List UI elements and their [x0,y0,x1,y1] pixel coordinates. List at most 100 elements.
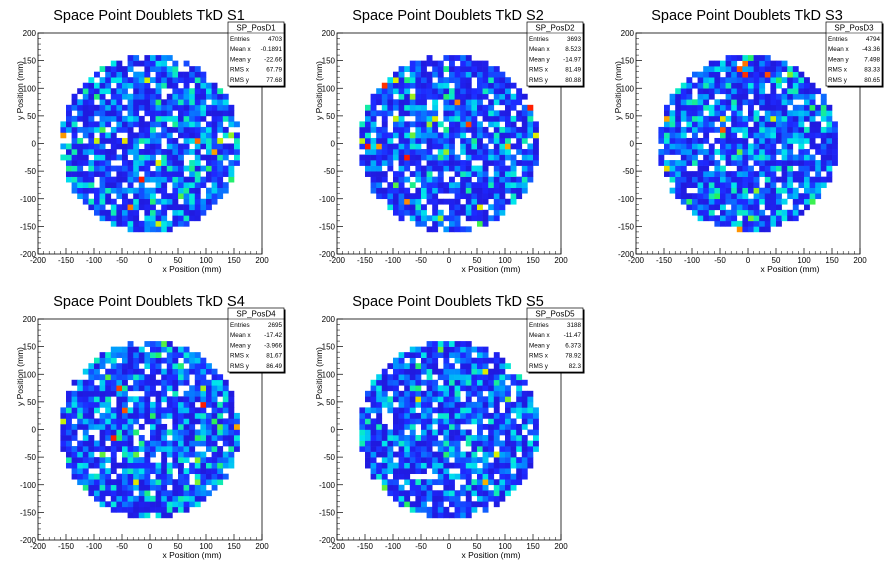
histogram-cell [725,99,732,106]
histogram-cell [144,473,151,480]
histogram-cell [714,104,721,111]
histogram-cell [826,154,833,161]
histogram-cell [770,88,777,95]
histogram-cell [155,429,162,436]
histogram-cell [138,412,145,419]
histogram-cell [832,149,838,155]
histogram-cell [493,160,500,166]
histogram-cell [832,154,838,161]
histogram-cell [105,446,112,452]
histogram-cell [432,143,439,150]
histogram-cell [161,187,168,194]
histogram-cell [99,457,106,463]
histogram-cell [426,143,433,150]
histogram-cell [172,396,179,403]
histogram-cell [708,209,715,216]
histogram-cell [365,165,371,172]
histogram-cell [138,423,145,430]
histogram-cell [493,462,500,469]
histogram-cell [720,204,726,211]
histogram-cell [376,99,383,106]
x-tick-label: 50 [772,256,781,265]
histogram-cell [194,126,201,133]
histogram-cell [150,149,156,155]
histogram-cell [150,385,156,392]
histogram-cell [432,385,439,392]
histogram-cell [409,440,416,447]
histogram-cell [680,176,687,183]
histogram-cell [122,473,128,480]
histogram-cell [66,104,72,111]
histogram-cell [449,137,455,144]
histogram-cell [393,473,399,480]
histogram-cell [426,385,433,392]
histogram-cell [449,396,455,403]
histogram-cell [477,374,483,381]
histogram-cell [510,479,517,486]
histogram-cell [144,484,151,491]
histogram-cell [426,506,433,513]
histogram-cell [133,115,140,122]
histogram-cell [798,198,805,205]
histogram-cell [404,82,411,89]
histogram-cell [211,473,218,480]
histogram-cell [510,193,517,200]
histogram-cell [398,495,405,502]
histogram-cell [404,204,411,211]
histogram-cell [748,115,754,122]
histogram-cell [138,407,145,414]
histogram-cell [393,143,399,150]
histogram-cell [161,396,168,403]
histogram-cell [493,451,500,458]
histogram-cell [482,182,489,189]
histogram-cell [110,357,117,364]
histogram-cell [211,93,218,100]
histogram-cell [122,71,128,78]
histogram-cell [731,77,738,84]
stats-value: 4794 [866,36,881,43]
histogram-cell [222,457,229,463]
histogram-cell [449,165,455,172]
histogram-cell [194,385,201,392]
histogram-cell [138,226,145,233]
histogram-cell [217,110,224,117]
histogram-cell [516,446,523,452]
histogram-cell [122,440,128,447]
histogram-cell [437,490,444,497]
histogram-cell [144,506,151,513]
x-tick-label: -100 [385,256,402,265]
histogram-cell [415,132,422,139]
histogram-cell [150,143,156,150]
histogram-cell [720,154,726,161]
histogram-cell [77,407,84,414]
histogram-cell [94,149,100,155]
histogram-cell [381,132,388,139]
histogram-cell [105,457,112,463]
histogram-cell [211,368,218,375]
histogram-cell [409,93,416,100]
histogram-cell [510,462,517,469]
histogram-cell [178,104,184,111]
histogram-cell [110,484,117,491]
histogram-cell [88,77,95,84]
histogram-cell [815,104,822,111]
histogram-cell [99,132,106,139]
histogram-cell [731,93,738,100]
histogram-cell [110,220,117,227]
histogram-cell [133,357,140,364]
histogram-cell [99,204,106,211]
histogram-cell [703,149,710,155]
histogram-cell [686,88,693,95]
histogram-cell [776,176,782,183]
histogram-cell [443,137,450,144]
histogram-cell [781,132,788,139]
histogram-cell [66,401,72,408]
histogram-cell [116,401,123,408]
histogram-cell [725,149,732,155]
histogram-cell [493,363,500,370]
histogram-cell [88,479,95,486]
histogram-cell [510,374,517,381]
histogram-cell [77,104,84,111]
histogram-cell [421,457,427,463]
histogram-cell [454,412,461,419]
